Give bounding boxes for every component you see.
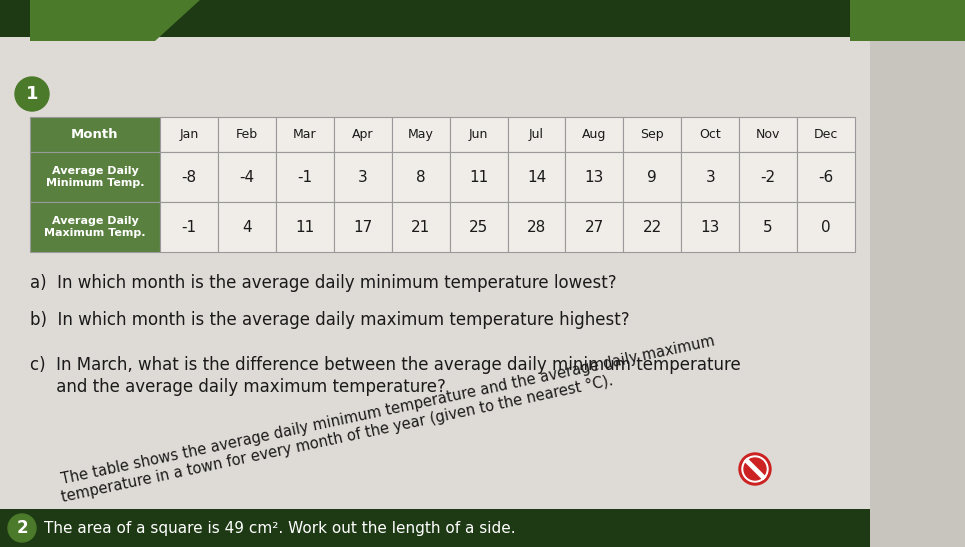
Bar	[870, 0, 965, 547]
Bar	[450, 202, 508, 252]
Text: temperature in a town for every month of the year (given to the nearest °C).: temperature in a town for every month of…	[60, 373, 615, 505]
Text: 13: 13	[585, 170, 604, 184]
Bar	[450, 117, 508, 152]
Bar	[797, 202, 855, 252]
Bar	[392, 202, 450, 252]
Text: -4: -4	[239, 170, 255, 184]
Text: 8: 8	[416, 170, 426, 184]
Text: Apr: Apr	[352, 128, 373, 141]
Text: The area of a square is 49 cm². Work out the length of a side.: The area of a square is 49 cm². Work out…	[44, 521, 515, 536]
Bar	[565, 152, 623, 202]
Text: -1: -1	[181, 219, 197, 235]
Text: b)  In which month is the average daily maximum temperature highest?: b) In which month is the average daily m…	[30, 311, 629, 329]
Text: 13: 13	[701, 219, 720, 235]
Text: 1: 1	[26, 85, 39, 103]
Text: 22: 22	[643, 219, 662, 235]
Bar	[218, 152, 276, 202]
Circle shape	[8, 514, 36, 542]
Bar	[276, 152, 334, 202]
Bar	[797, 152, 855, 202]
Bar	[218, 117, 276, 152]
Bar	[276, 202, 334, 252]
Text: 27: 27	[585, 219, 604, 235]
Text: 28: 28	[527, 219, 546, 235]
Bar	[276, 117, 334, 152]
Bar	[739, 152, 797, 202]
Circle shape	[744, 458, 766, 480]
Text: 11: 11	[295, 219, 315, 235]
Bar	[30, 152, 160, 202]
Text: Jan: Jan	[179, 128, 199, 141]
Text: -8: -8	[181, 170, 197, 184]
Text: Sep: Sep	[641, 128, 664, 141]
Text: Month: Month	[71, 128, 119, 141]
Circle shape	[739, 453, 771, 485]
Bar	[508, 152, 565, 202]
Text: Nov: Nov	[756, 128, 781, 141]
Text: 21: 21	[411, 219, 430, 235]
Text: 9: 9	[648, 170, 657, 184]
Circle shape	[15, 77, 49, 111]
Text: Jul: Jul	[529, 128, 544, 141]
Bar	[739, 117, 797, 152]
Text: Oct: Oct	[700, 128, 721, 141]
Text: c)  In March, what is the difference between the average daily minimum temperatu: c) In March, what is the difference betw…	[30, 356, 741, 374]
Bar	[450, 152, 508, 202]
Text: Average Daily
Minimum Temp.: Average Daily Minimum Temp.	[45, 166, 144, 188]
Text: 17: 17	[353, 219, 372, 235]
Text: 3: 3	[705, 170, 715, 184]
Text: 2: 2	[16, 519, 28, 537]
Text: -2: -2	[760, 170, 776, 184]
Bar	[392, 152, 450, 202]
Bar	[797, 117, 855, 152]
Text: -1: -1	[297, 170, 313, 184]
Bar	[623, 152, 681, 202]
Bar	[565, 117, 623, 152]
Text: The table shows the average daily minimum temperature and the average daily maxi: The table shows the average daily minimu…	[60, 334, 716, 487]
Bar	[334, 117, 392, 152]
Polygon shape	[850, 0, 965, 41]
Bar	[565, 202, 623, 252]
Polygon shape	[30, 0, 200, 41]
Text: 25: 25	[469, 219, 488, 235]
Bar	[334, 202, 392, 252]
Text: and the average daily maximum temperature?: and the average daily maximum temperatur…	[30, 378, 446, 396]
Circle shape	[742, 456, 768, 482]
Text: Mar: Mar	[293, 128, 317, 141]
Bar	[30, 202, 160, 252]
Bar	[739, 202, 797, 252]
Text: 0: 0	[821, 219, 831, 235]
Bar	[392, 117, 450, 152]
Bar	[218, 202, 276, 252]
Bar	[681, 117, 739, 152]
Text: 3: 3	[358, 170, 368, 184]
Text: Aug: Aug	[582, 128, 607, 141]
Bar	[623, 202, 681, 252]
Text: 14: 14	[527, 170, 546, 184]
Bar	[160, 202, 218, 252]
Bar	[160, 117, 218, 152]
Text: Average Daily
Maximum Temp.: Average Daily Maximum Temp.	[44, 216, 146, 238]
Bar	[508, 117, 565, 152]
Text: 5: 5	[763, 219, 773, 235]
Bar	[160, 152, 218, 202]
Bar	[623, 117, 681, 152]
Text: Feb: Feb	[235, 128, 258, 141]
Text: 4: 4	[242, 219, 252, 235]
Bar	[334, 152, 392, 202]
Bar	[681, 152, 739, 202]
Bar	[30, 117, 160, 152]
Text: a)  In which month is the average daily minimum temperature lowest?: a) In which month is the average daily m…	[30, 274, 617, 292]
Polygon shape	[0, 0, 965, 37]
Text: -6: -6	[818, 170, 834, 184]
Bar	[508, 202, 565, 252]
Text: May: May	[407, 128, 433, 141]
Text: 11: 11	[469, 170, 488, 184]
Text: Jun: Jun	[469, 128, 488, 141]
Bar	[681, 202, 739, 252]
Bar	[0, 509, 870, 547]
Text: Dec: Dec	[813, 128, 839, 141]
